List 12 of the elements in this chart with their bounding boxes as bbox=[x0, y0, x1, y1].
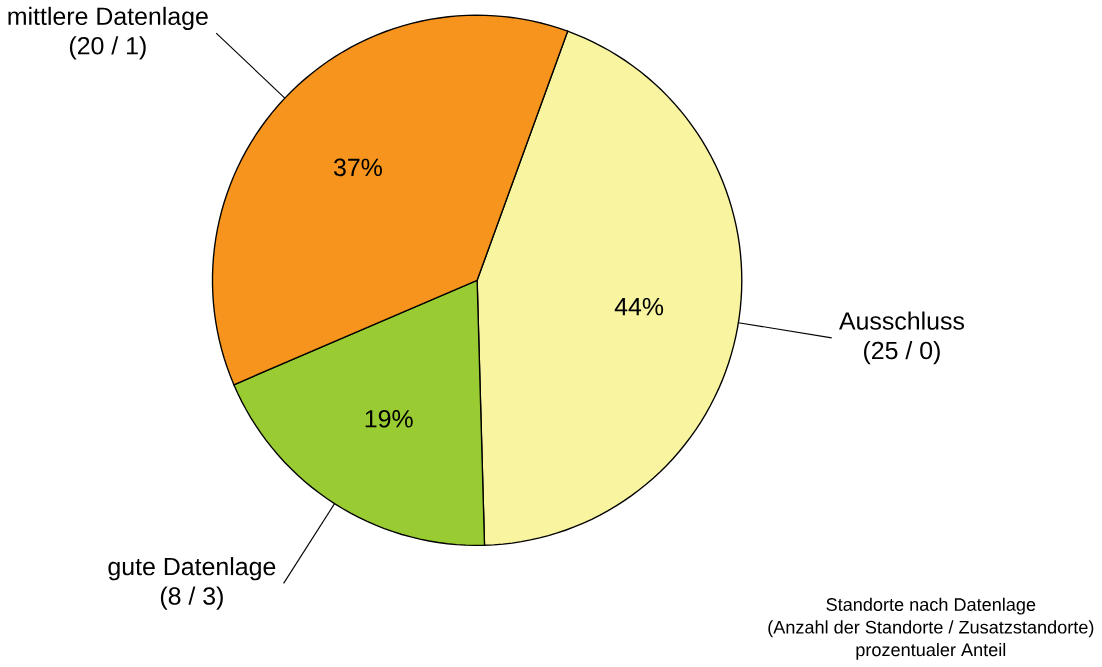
slice-label: gute Datenlage bbox=[108, 556, 276, 581]
data-label: 44% bbox=[614, 297, 664, 316]
text: (8 / 3) bbox=[160, 586, 223, 610]
text: (20 / 1) bbox=[69, 36, 146, 60]
data-label: 19% bbox=[365, 409, 413, 428]
slice-label: Ausschluss bbox=[838, 311, 964, 330]
text: Standorte nach Datenlage bbox=[826, 597, 1036, 615]
data-label: 37% bbox=[333, 158, 382, 177]
slice-label: mittlere Datenlage bbox=[8, 6, 208, 30]
text: prozentualer Anteil bbox=[856, 642, 1006, 660]
text: (Anzahl der Standorte / Zusatzstandorte) bbox=[768, 620, 1094, 637]
text: (25 / 0) bbox=[864, 340, 940, 364]
